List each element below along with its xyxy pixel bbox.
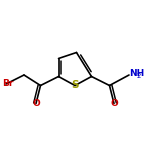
Text: S: S (71, 81, 79, 90)
Text: O: O (32, 99, 40, 108)
Text: O: O (110, 99, 118, 108)
Text: NH: NH (129, 69, 144, 78)
Text: Br: Br (2, 80, 13, 88)
Text: 2: 2 (137, 74, 141, 80)
